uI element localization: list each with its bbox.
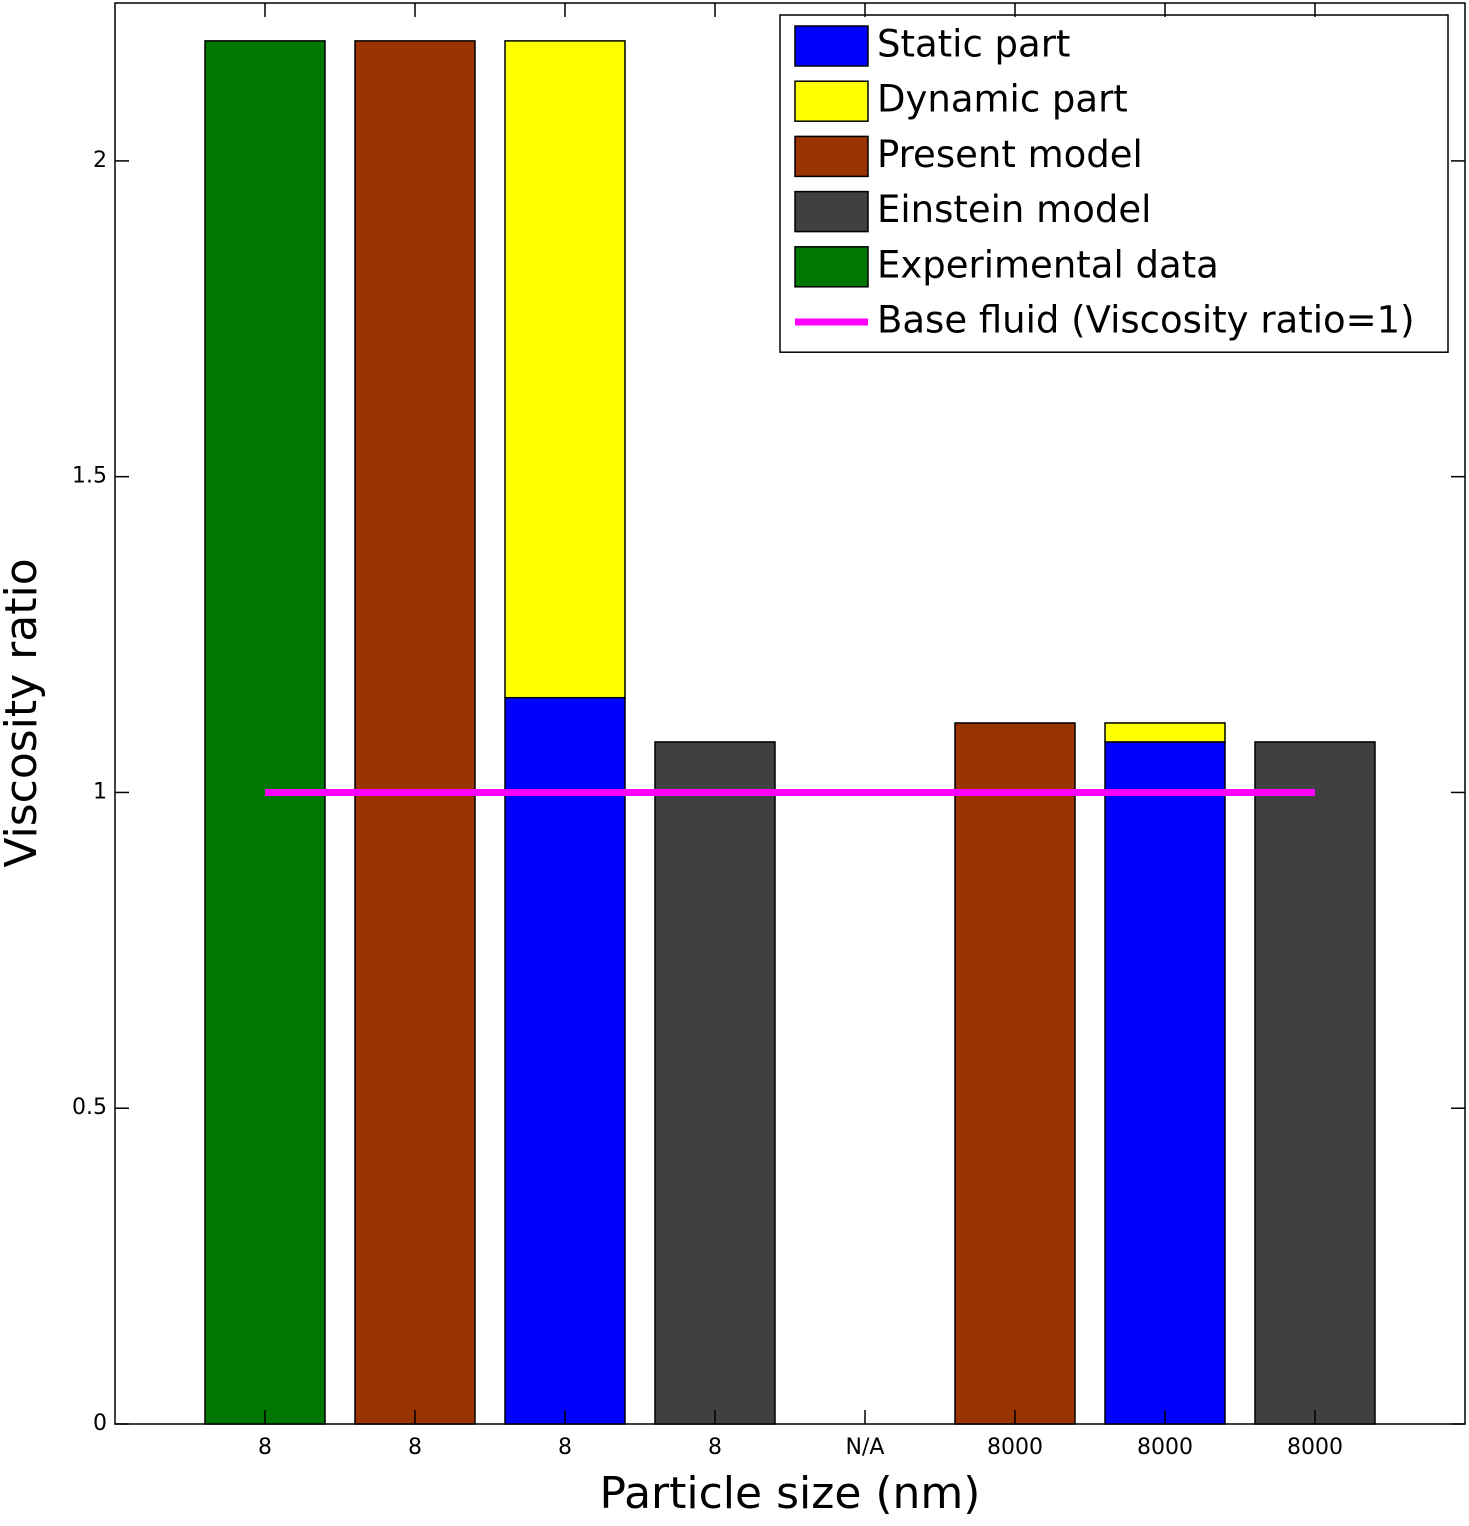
x-tick-label: 8 (258, 1435, 272, 1460)
bar (504, 696, 626, 1425)
x-tick-label: 8000 (1137, 1435, 1193, 1460)
marks (204, 40, 1376, 1425)
legend-swatch (794, 25, 869, 67)
y-tick-label: 1 (93, 779, 107, 804)
bar (1104, 722, 1226, 743)
legend-swatch (794, 190, 869, 233)
legend-label: Experimental data (877, 243, 1219, 286)
x-tick-label: 8000 (1287, 1435, 1343, 1460)
legend-label: Base fluid (Viscosity ratio=1) (877, 299, 1415, 342)
legend-label: Static part (877, 23, 1070, 66)
y-tick-label: 1.5 (72, 464, 107, 489)
y-tick-label: 0.5 (72, 1095, 107, 1120)
bar (504, 40, 626, 699)
bar (204, 40, 326, 1425)
legend-box (779, 14, 1449, 353)
x-tick-label: 8 (558, 1435, 572, 1460)
legend-swatch (794, 246, 869, 288)
y-tick-label: 0 (93, 1411, 107, 1436)
x-tick-label: 8 (408, 1435, 422, 1460)
legend-swatch (794, 80, 869, 122)
y-tick-label: 2 (93, 148, 107, 173)
x-tick-label: N/A (846, 1435, 885, 1460)
legend-label: Dynamic part (877, 78, 1128, 121)
y-axis-label: Viscosity ratio (0, 558, 47, 867)
legend-label: Present model (877, 133, 1143, 176)
x-axis-label: Particle size (nm) (600, 1468, 981, 1519)
x-tick-label: 8 (708, 1435, 722, 1460)
x-tick-label: 8000 (987, 1435, 1043, 1460)
bar (1254, 741, 1376, 1425)
legend-swatch (794, 135, 869, 178)
legend: Static part Dynamic part Present model Eins… (779, 14, 1449, 353)
bar (354, 40, 476, 1425)
bar (954, 722, 1076, 1425)
bar (654, 741, 776, 1425)
bar (1104, 741, 1226, 1425)
legend-label: Einstein model (877, 188, 1151, 231)
